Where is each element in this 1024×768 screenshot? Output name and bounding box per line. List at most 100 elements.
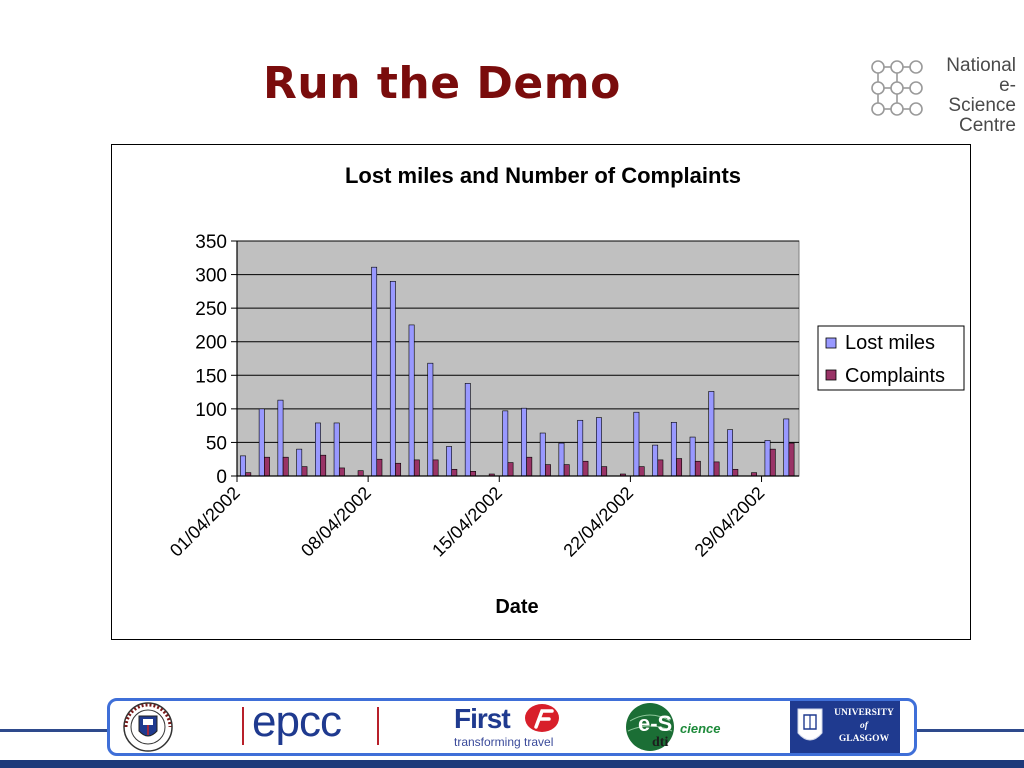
axes [236,241,799,477]
bar-lost-miles [727,429,733,477]
plot-area [236,240,800,477]
glasgow-line-of: of [860,721,868,731]
bar-lost-miles [633,411,640,477]
x-tick-label: 15/04/2002 [428,483,506,561]
bar-complaints [470,470,476,477]
bar-lost-miles [596,417,602,477]
first-tagline: transforming travel [454,735,554,749]
y-tick-label: 200 [195,333,227,354]
epcc-text: epcc [252,697,342,746]
bar-complaints [320,454,327,477]
nesc-line-escience: e-Science [948,75,1016,116]
escience-e-text: e-S [638,711,673,736]
glasgow-text: UNIVERSITY of GLASGOW [828,707,900,746]
y-tick-label: 150 [195,366,227,387]
bar-complaints [451,468,458,477]
gridlines [237,240,799,443]
nesc-circles-icon [871,60,923,116]
bar-lost-miles [389,280,396,477]
bar-lost-miles [333,422,340,477]
escience-dti-logo: e-S cience dti [620,701,740,753]
bar-complaints [788,442,795,477]
bar-lost-miles [371,266,378,477]
escience-dti-text: dti [652,735,669,750]
y-tick-label: 50 [206,433,227,454]
y-tick-label: 300 [195,266,227,287]
first-logo: First transforming travel [450,701,570,753]
bar-complaints [638,466,645,477]
footer-bottom-bar [0,760,1024,768]
bar-lost-miles [521,407,527,477]
bar-complaints [432,459,439,477]
y-tick-label: 0 [216,467,227,488]
bar-lost-miles [577,419,584,477]
bar-complaints [601,466,608,477]
bars [240,266,795,477]
slide-title: Run the Demo [263,58,621,109]
bar-lost-miles [502,410,509,477]
first-text: First [454,703,511,734]
bar-lost-miles [446,446,452,477]
chart-svg: Lost miles and Number of Complaints 0 50 1… [166,163,965,618]
bar-lost-miles [315,422,321,477]
nesc-line-national: National [946,55,1016,76]
partner-logo-bar: epcc First transforming travel e-S cienc… [107,697,917,756]
edinburgh-logo [120,701,176,753]
x-tick-label: 22/04/2002 [559,483,637,561]
bar-complaints [264,456,270,477]
glasgow-line-glasgow: GLASGOW [838,734,890,744]
chart-frame: Lost miles and Number of Complaints 0 50 1… [111,144,971,640]
bar-complaints [676,458,683,477]
bar-complaints [713,461,720,477]
bar-complaints [507,462,514,477]
bar-complaints [582,460,589,477]
bar-complaints [338,467,345,477]
x-tick-label: 29/04/2002 [691,483,769,561]
bar-lost-miles [670,421,677,477]
bar-lost-miles [708,391,715,477]
bar-complaints [545,464,551,477]
glasgow-line-university: UNIVERSITY [834,708,894,718]
legend-label-complaints: Complaints [845,365,945,387]
epcc-left-bar [242,707,244,745]
bar-lost-miles [464,383,471,477]
bar-lost-miles [408,324,415,477]
bar-complaints [395,462,402,477]
bar-lost-miles [277,399,284,477]
bar-complaints [413,459,420,477]
glasgow-crest-icon [797,708,823,741]
bar-complaints [526,456,533,477]
chart-title: Lost miles and Number of Complaints [345,163,741,188]
legend: Lost miles Complaints [817,325,965,391]
bar-complaints [357,470,364,477]
bar-lost-miles [764,440,771,477]
bar-complaints [657,459,664,477]
y-ticks: 0 50 100 150 200 250 300 350 [195,232,237,488]
legend-swatch-lost-miles [825,337,837,349]
epcc-right-bar [377,707,379,745]
legend-label-lost-miles: Lost miles [845,332,935,354]
bar-complaints [376,458,383,477]
x-ticks: 01/04/2002 08/04/2002 15/04/2002 22/04/2002… [166,476,768,561]
bar-complaints [301,466,308,477]
nesc-line-centre: Centre [958,115,1016,136]
x-tick-label: 01/04/2002 [166,483,244,561]
y-tick-label: 250 [195,299,227,320]
bar-complaints [769,448,776,477]
y-tick-label: 100 [195,400,227,421]
x-tick-label: 08/04/2002 [297,483,375,561]
legend-box [817,325,965,391]
bar-complaints [694,460,701,477]
bar-complaints [563,464,570,477]
nesc-text: National e-Science Centre [932,56,1016,136]
bar-lost-miles [539,432,546,477]
bar-lost-miles [258,408,265,477]
bar-lost-miles [558,442,565,477]
x-axis-label: Date [495,596,538,618]
epcc-logo: epcc [242,697,382,753]
bar-lost-miles [689,436,696,477]
escience-globe-icon [626,703,674,751]
legend-swatch-complaints [825,369,837,381]
bar-complaints [732,468,739,477]
edinburgh-crest-icon [123,702,173,752]
